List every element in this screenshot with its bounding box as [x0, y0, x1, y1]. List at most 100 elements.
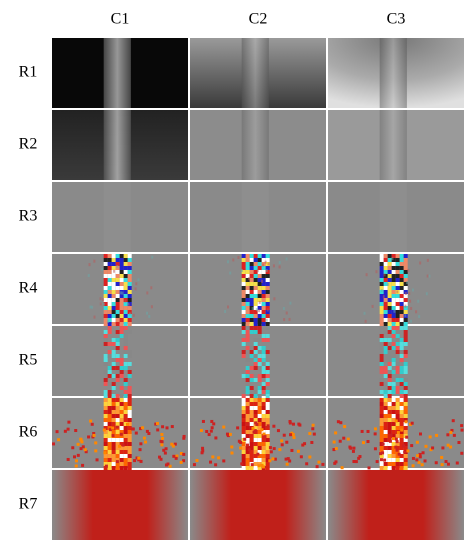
image-pixel [278, 265, 281, 269]
image-pixel [172, 454, 176, 458]
image-pixel [123, 274, 128, 278]
image-pixel [391, 254, 396, 258]
image-pixel [127, 362, 132, 366]
image-pixel [102, 428, 106, 432]
image-pixel [257, 354, 262, 358]
image-pixel [391, 354, 396, 358]
image-pixel [241, 434, 246, 438]
image-pixel [366, 440, 370, 444]
image-pixel [84, 450, 88, 454]
image-pixel [403, 454, 408, 458]
image-pixel [379, 466, 384, 470]
image-pixel [444, 460, 448, 464]
image-pixel [273, 457, 277, 461]
image-pixel [395, 446, 400, 450]
image-pixel [399, 430, 404, 434]
image-pixel [431, 446, 435, 450]
image-pixel [249, 266, 254, 270]
image-pixel [103, 278, 108, 282]
row-label: R4 [19, 280, 38, 297]
image-pixel [245, 322, 250, 326]
image-pixel [395, 466, 400, 470]
image-pixel [107, 450, 112, 454]
image-pixel [66, 457, 70, 461]
image-pixel [115, 460, 119, 464]
image-pixel [257, 318, 262, 322]
image-pixel [383, 266, 388, 270]
image-pixel [402, 444, 406, 448]
image-pixel [387, 406, 392, 410]
image-pixel [387, 310, 392, 314]
image-pixel [107, 382, 112, 386]
image-pixel [103, 358, 108, 362]
image-pixel [379, 262, 384, 266]
image-pixel [415, 458, 419, 462]
image-pixel [387, 266, 392, 270]
image-pixel [379, 338, 384, 342]
image-pixel [395, 330, 400, 334]
image-pixel [265, 374, 270, 378]
image-pixel [253, 418, 258, 422]
image-pixel [387, 430, 392, 434]
image-stripe [241, 110, 269, 180]
image-pixel [103, 430, 108, 434]
image-pixel [115, 358, 120, 362]
image-pixel [261, 458, 266, 462]
image-pixel [201, 449, 205, 453]
image-pixel [111, 254, 116, 258]
image-pixel [111, 266, 116, 270]
image-pixel [391, 390, 396, 394]
image-pixel [107, 410, 112, 414]
image-pixel [257, 462, 262, 466]
image-pixel [387, 394, 392, 398]
image-pixel [182, 452, 186, 456]
image-pixel [379, 418, 384, 422]
image-pixel [103, 406, 108, 410]
image-pixel [265, 254, 270, 258]
image-pixel [119, 270, 124, 274]
image-pixel [111, 374, 116, 378]
image-pixel [387, 350, 392, 354]
image-pixel [265, 298, 270, 302]
image-pixel [383, 322, 388, 326]
image-pixel [119, 466, 124, 470]
image-pixel [394, 419, 398, 423]
image-pixel [289, 433, 293, 437]
image-pixel [391, 302, 396, 306]
image-pixel [379, 382, 384, 386]
image-pixel [103, 370, 108, 374]
image-pixel [71, 446, 75, 450]
image-pixel [261, 314, 266, 318]
image-pixel [245, 402, 250, 406]
image-pixel [115, 374, 120, 378]
image-pixel [229, 271, 232, 275]
image-pixel [379, 334, 384, 338]
image-pixel [417, 299, 420, 303]
image-pixel [127, 402, 132, 406]
image-pixel [161, 425, 165, 429]
image-pixel [111, 262, 116, 266]
image-pixel [103, 274, 108, 278]
image-pixel [103, 294, 108, 298]
image-pixel [115, 354, 120, 358]
image-pixel [127, 438, 132, 442]
image-pixel [103, 290, 108, 294]
image-pixel [103, 394, 108, 398]
image-pixel [237, 255, 240, 259]
image-pixel [354, 460, 358, 464]
image-pixel [395, 462, 400, 466]
image-pixel [272, 447, 276, 451]
image-pixel [387, 294, 392, 298]
image-pixel [395, 334, 400, 338]
image-pixel [411, 288, 414, 292]
image-pixel [426, 258, 429, 262]
image-pixel [387, 286, 392, 290]
image-pixel [396, 290, 399, 294]
image-pixel [383, 454, 388, 458]
image-pixel [257, 298, 262, 302]
image-pixel [265, 378, 270, 382]
image-pixel [399, 426, 404, 430]
image-pixel [102, 298, 105, 302]
image-pixel [261, 366, 266, 370]
